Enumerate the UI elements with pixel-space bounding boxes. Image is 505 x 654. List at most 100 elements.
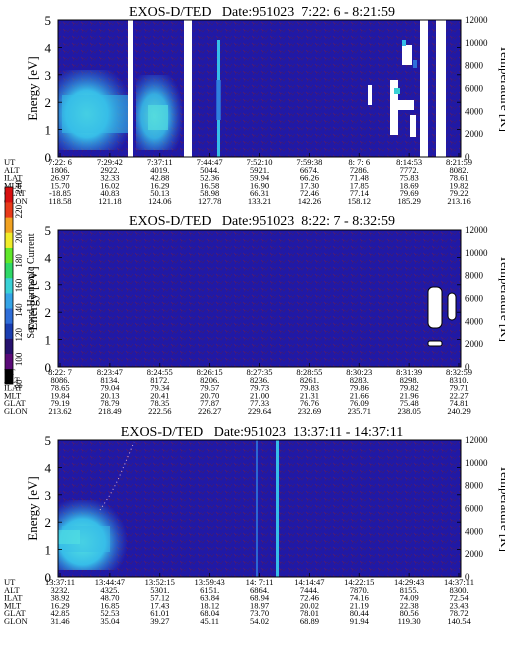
- table-cell: 63.84: [200, 593, 220, 603]
- panel3-spike: [276, 440, 279, 577]
- table-row-label: MLT: [4, 390, 22, 400]
- table-cell: 35.04: [100, 616, 120, 626]
- colorbar-tick-label: 200: [14, 229, 24, 243]
- panel1-title: EXOS-D/TED Date:951023 7:22: 6 - 8:21:59: [129, 5, 395, 20]
- table-row-label: UT: [4, 157, 16, 167]
- table-cell: 2922.: [100, 165, 119, 175]
- colorbar-segment: [5, 187, 13, 203]
- table-cell: 48.70: [100, 593, 119, 603]
- table-cell: 26.97: [50, 173, 69, 183]
- table-cell: 21.31: [300, 390, 319, 400]
- table-cell: 21.96: [400, 390, 419, 400]
- table-row-label: ILAT: [4, 593, 23, 603]
- table-cell: 4019.: [150, 165, 169, 175]
- table-cell: 79.19: [50, 398, 69, 408]
- table-cell: 78.35: [150, 398, 169, 408]
- table-cell: 127.78: [198, 196, 221, 206]
- y2-tick-label: 12000: [465, 15, 488, 25]
- table-cell: 58.98: [200, 188, 219, 198]
- table-cell: 91.94: [350, 616, 370, 626]
- table-row-label: ILAT: [4, 383, 23, 393]
- table-cell: 73.70: [250, 608, 269, 618]
- table-cell: 118.58: [48, 196, 71, 206]
- table-cell: 7444.: [300, 585, 319, 595]
- y2-tick-label: 2000: [465, 549, 484, 559]
- y2-tick-label: 0: [465, 572, 470, 582]
- y-tick-label: 5: [45, 13, 52, 28]
- y2-tick-label: 10000: [465, 248, 488, 258]
- table-cell: 8300.: [449, 585, 468, 595]
- y2-tick-label: 8000: [465, 61, 484, 71]
- y2-axis-label: Temperature [K]: [498, 45, 505, 132]
- table-cell: 79.83: [300, 383, 319, 393]
- table-cell: 3232.: [50, 585, 69, 595]
- colorbar-tick-label: 240: [14, 180, 24, 194]
- y-tick-label: 4: [45, 40, 52, 55]
- table-cell: 8261.: [300, 375, 319, 385]
- table-cell: 72.46: [300, 593, 319, 603]
- colorbar-segment: [5, 277, 13, 294]
- table-cell: 59.94: [250, 173, 270, 183]
- table-cell: 7:37:11: [147, 157, 173, 167]
- table-row-label: ILAT: [4, 173, 23, 183]
- y2-tick-label: 10000: [465, 458, 488, 468]
- colorbar-tick-label: 140: [14, 303, 24, 317]
- table-cell: 77.14: [350, 188, 370, 198]
- panel3-plot: [57, 439, 462, 578]
- table-cell: 8:23:47: [97, 367, 123, 377]
- table-cell: 14:22:15: [344, 577, 374, 587]
- table-cell: 13:37:11: [45, 577, 75, 587]
- table-cell: 38.92: [50, 593, 69, 603]
- y2-tick-label: 4000: [465, 316, 484, 326]
- y-tick-label: 2: [45, 515, 52, 530]
- table-cell: 133.21: [248, 196, 271, 206]
- table-cell: 16.58: [200, 180, 219, 190]
- panel1-gap: [128, 20, 133, 157]
- table-cell: 8310.: [449, 375, 468, 385]
- table-cell: 8:30:23: [346, 367, 372, 377]
- y2-tick-label: 2000: [465, 129, 484, 139]
- table-cell: 52.36: [200, 173, 219, 183]
- axes-layer: 012345020004000600080001000012000Energy …: [4, 13, 505, 626]
- table-cell: 71.48: [350, 173, 369, 183]
- table-cell: 229.64: [248, 406, 272, 416]
- table-cell: 213.62: [48, 406, 71, 416]
- table-cell: 72.46: [300, 188, 319, 198]
- table-cell: 8172.: [150, 375, 169, 385]
- y-tick-label: 5: [45, 433, 52, 448]
- table-cell: 7870.: [350, 585, 369, 595]
- table-cell: 17.85: [350, 180, 369, 190]
- table-cell: 8082.: [449, 165, 468, 175]
- table-cell: 50.13: [150, 188, 169, 198]
- table-cell: 1806.: [50, 165, 69, 175]
- table-cell: 42.85: [50, 608, 69, 618]
- table-cell: 78.72: [449, 608, 468, 618]
- table-cell: 6674.: [300, 165, 319, 175]
- table-cell: 8155.: [400, 585, 419, 595]
- table-cell: 7286.: [350, 165, 369, 175]
- table-cell: 52.53: [100, 608, 119, 618]
- table-cell: 7:22: 6: [48, 157, 72, 167]
- table-cell: 240.29: [447, 406, 470, 416]
- y2-tick-label: 6000: [465, 294, 484, 304]
- panel2-plot: [57, 229, 462, 368]
- y2-tick-label: 0: [465, 362, 470, 372]
- table-cell: 61.01: [150, 608, 169, 618]
- y2-tick-label: 8000: [465, 271, 484, 281]
- table-cell: 22.27: [449, 390, 468, 400]
- table-cell: 76.09: [350, 398, 369, 408]
- y2-tick-label: 4000: [465, 106, 484, 116]
- table-cell: 16.02: [100, 180, 119, 190]
- table-cell: 158.12: [348, 196, 371, 206]
- colorbar-segment: [5, 217, 13, 233]
- table-cell: 78.01: [300, 608, 319, 618]
- panel3-title: EXOS-D/TED Date:951023 13:37:11 - 14:37:…: [121, 425, 403, 440]
- table-row-label: GLON: [4, 406, 28, 416]
- table-cell: 75.83: [400, 173, 419, 183]
- table-cell: 8:26:15: [197, 367, 223, 377]
- panel2-gap: [447, 292, 457, 321]
- y-tick-label: 3: [45, 488, 52, 503]
- table-cell: 16.29: [150, 180, 169, 190]
- table-cell: 6864.: [250, 585, 269, 595]
- table-cell: 8134.: [100, 375, 119, 385]
